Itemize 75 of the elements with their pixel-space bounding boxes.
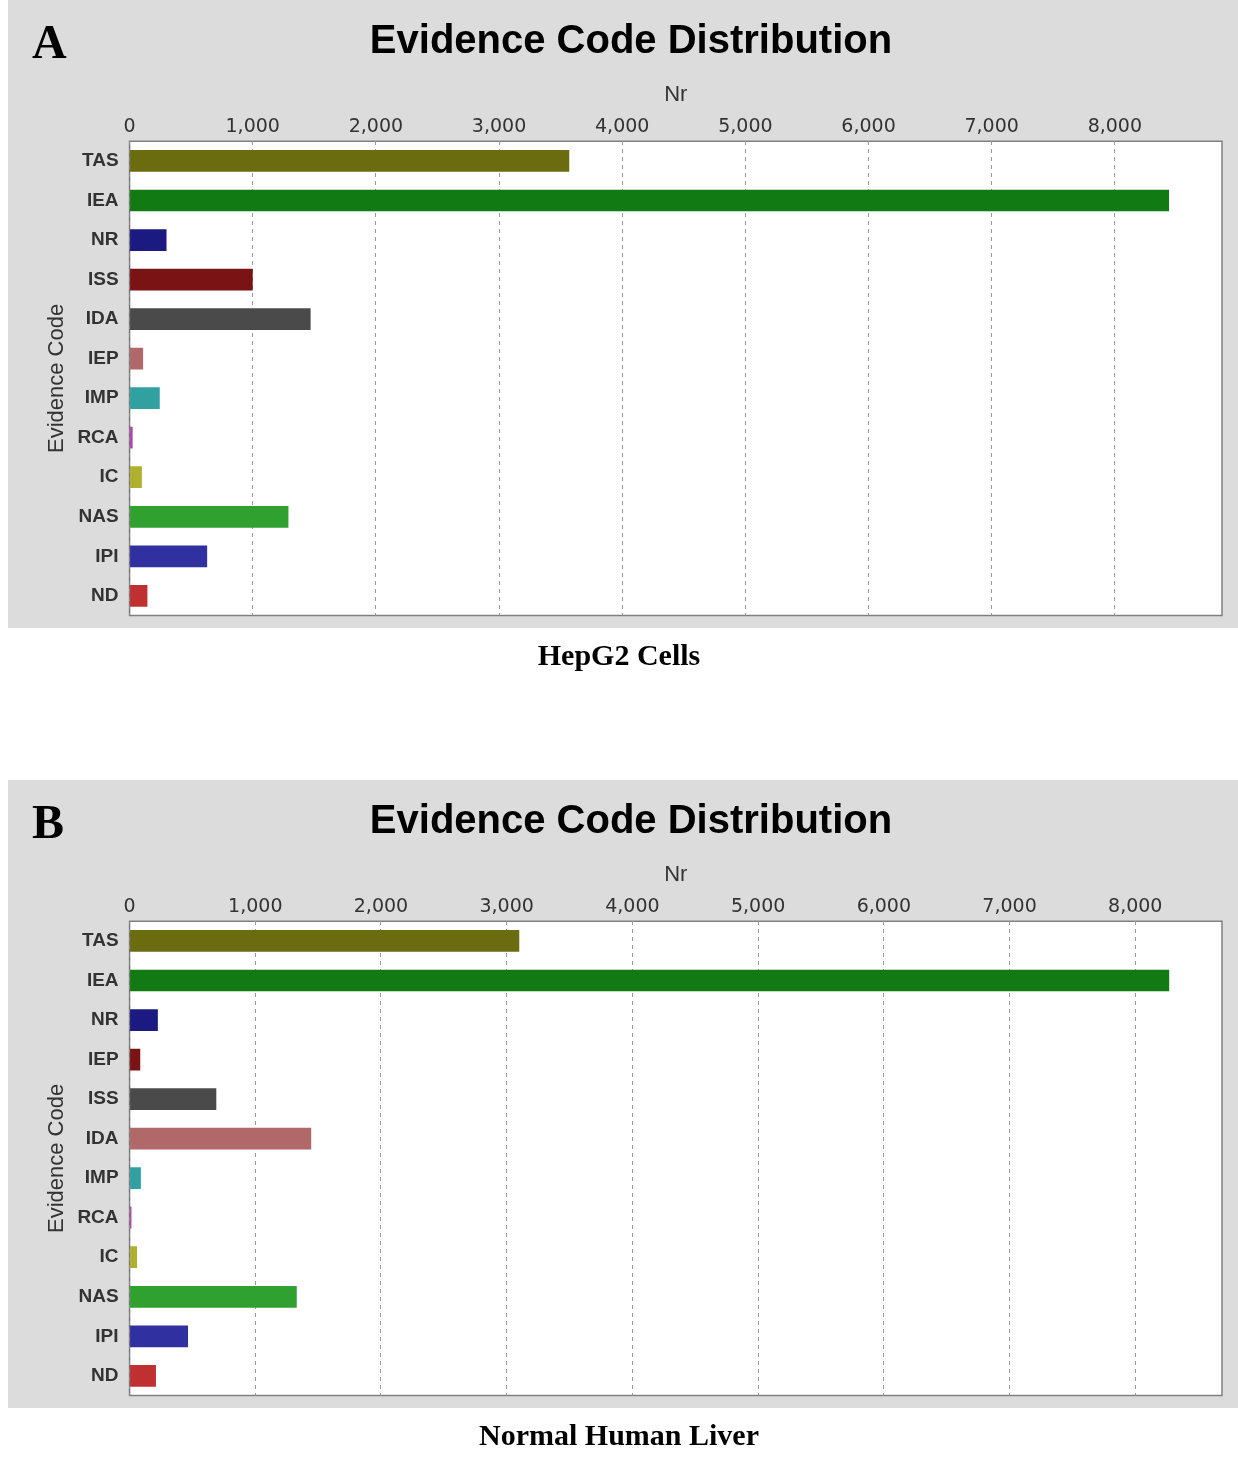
text: B	[32, 795, 65, 849]
y-tick-label: TAS	[81, 929, 119, 951]
bar	[130, 1325, 189, 1348]
x-tick-label: 6,000	[856, 893, 912, 916]
y-tick-label: IMP	[84, 1166, 119, 1188]
y-tick-label: IPI	[95, 544, 119, 566]
x-axis-title: Nr	[664, 861, 688, 887]
bar	[130, 347, 144, 370]
bar	[130, 545, 208, 568]
bar	[130, 1167, 141, 1190]
bar	[130, 466, 142, 489]
x-tick-label: 0	[123, 893, 136, 916]
text: Normal Human Liver	[478, 1417, 760, 1453]
bar	[130, 1246, 138, 1269]
y-tick-label: NR	[91, 1008, 119, 1030]
y-tick-label: RCA	[77, 425, 119, 447]
x-tick-label: 2,000	[353, 893, 409, 916]
bar	[130, 1127, 312, 1150]
bar	[130, 268, 253, 291]
x-tick-label: 3,000	[471, 113, 527, 136]
y-tick-label: ND	[91, 584, 119, 606]
chart-title: Evidence Code Distribution	[369, 17, 893, 62]
bar	[130, 150, 570, 172]
text: A	[32, 15, 67, 69]
x-tick-label: 2,000	[348, 113, 404, 136]
y-axis-title: Evidence Code	[43, 303, 69, 454]
bar	[130, 1364, 156, 1387]
y-tick-label: RCA	[77, 1205, 119, 1227]
bar	[130, 1009, 158, 1031]
y-axis-title: Evidence Code	[43, 1083, 69, 1234]
x-tick-label: 8,000	[1087, 113, 1143, 136]
x-tick-label: 4,000	[595, 113, 650, 136]
y-tick-label: IEA	[86, 968, 119, 990]
y-tick-label: IMP	[84, 386, 119, 408]
bar	[130, 189, 1170, 212]
bar	[130, 505, 289, 528]
y-tick-label: IDA	[85, 1126, 119, 1148]
bar	[130, 584, 148, 607]
y-tick-label: IEA	[86, 188, 119, 210]
bar	[130, 1088, 217, 1110]
y-tick-label: IDA	[85, 307, 119, 329]
x-tick-label: 7,000	[982, 893, 1037, 916]
y-tick-label: NAS	[78, 1285, 119, 1306]
chart-title: Evidence Code Distribution	[369, 797, 893, 842]
bar	[130, 1048, 141, 1071]
y-tick-label: IPI	[95, 1324, 119, 1346]
y-tick-label: TAS	[81, 149, 119, 171]
bar	[130, 308, 311, 330]
x-tick-label: 1,000	[225, 113, 280, 136]
x-tick-label: 5,000	[730, 893, 786, 916]
bar	[130, 229, 167, 251]
bar	[130, 387, 160, 410]
y-tick-label: IEP	[87, 346, 119, 368]
bar	[130, 969, 1170, 992]
x-tick-label: 5,000	[718, 113, 773, 136]
bar	[130, 930, 520, 952]
y-tick-label: ND	[91, 1364, 119, 1386]
y-tick-label: IC	[99, 1245, 119, 1267]
x-tick-label: 6,000	[841, 113, 896, 136]
x-tick-label: 3,000	[479, 893, 534, 916]
x-tick-label: 1,000	[228, 893, 283, 916]
y-tick-label: ISS	[87, 1087, 119, 1109]
y-tick-label: IC	[99, 465, 119, 487]
y-tick-label: NR	[91, 228, 119, 250]
x-tick-label: 0	[123, 113, 136, 136]
y-tick-label: IEP	[87, 1047, 119, 1069]
x-axis-title: Nr	[664, 81, 688, 107]
bar	[130, 426, 133, 449]
x-tick-label: 4,000	[605, 893, 660, 916]
bar	[130, 1285, 297, 1308]
y-tick-label: NAS	[78, 505, 119, 526]
x-tick-label: 7,000	[964, 113, 1019, 136]
text: HepG2 Cells	[536, 637, 702, 673]
x-tick-label: 8,000	[1108, 893, 1163, 916]
y-tick-label: ISS	[87, 267, 119, 289]
